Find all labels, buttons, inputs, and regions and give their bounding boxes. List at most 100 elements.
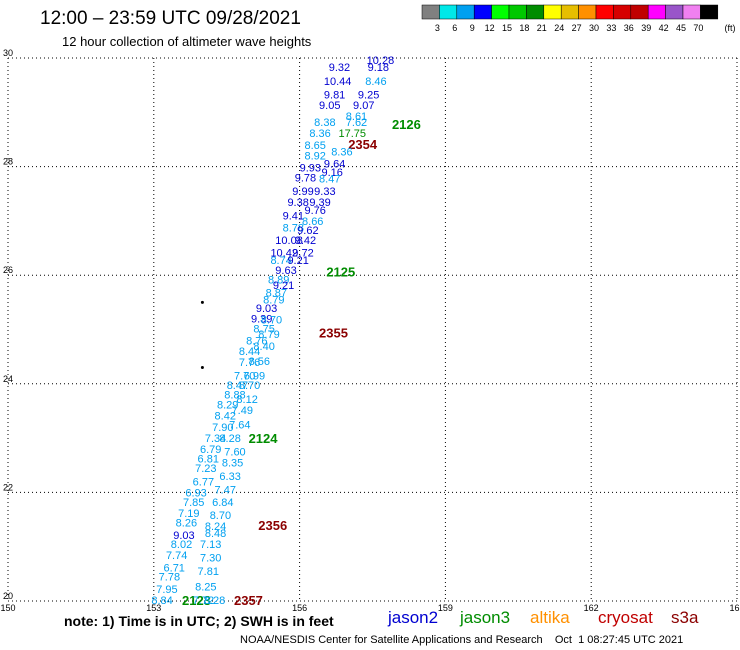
wave-height-label: 8.78 bbox=[283, 222, 304, 234]
wave-height-label: 8.36 bbox=[309, 128, 330, 140]
wave-height-label: 9.21 bbox=[273, 280, 294, 292]
wave-height-label: 9.07 bbox=[353, 100, 374, 112]
wave-height-label: 9.62 bbox=[297, 225, 318, 237]
legend-bin-label: 3 bbox=[435, 23, 440, 33]
wave-height-label: 6.33 bbox=[219, 471, 240, 483]
x-tick-label: 153 bbox=[146, 603, 161, 613]
wave-height-label: 8.47 bbox=[227, 380, 248, 392]
y-tick-label: 30 bbox=[3, 48, 13, 58]
wave-height-label: 8.70 bbox=[210, 510, 231, 522]
wave-height-label: 8.89 bbox=[268, 275, 289, 287]
wave-height-label: 8.79 bbox=[263, 295, 284, 307]
wave-height-label: 9.03 bbox=[256, 303, 277, 315]
wave-height-label: 9.16 bbox=[321, 167, 342, 179]
legend-bin-label: 42 bbox=[659, 23, 669, 33]
chart-subtitle: 12 hour collection of altimeter wave hei… bbox=[62, 34, 312, 49]
wave-height-label: 8.61 bbox=[346, 111, 367, 123]
wave-height-label: 8.44 bbox=[239, 346, 260, 358]
wave-height-label: 9.33 bbox=[314, 186, 335, 198]
footer-note: note: 1) Time is in UTC; 2) SWH is in fe… bbox=[64, 613, 334, 629]
chart-title: 12:00 – 23:59 UTC 09/28/2021 bbox=[40, 8, 301, 29]
wave-height-label: 6.99 bbox=[244, 371, 265, 383]
y-tick-label: 28 bbox=[3, 157, 13, 167]
wave-height-label: 9.76 bbox=[304, 205, 325, 217]
wave-height-label: 8.74 bbox=[270, 255, 291, 267]
legend-unit-label: (ft) bbox=[725, 23, 736, 33]
legend-swatch bbox=[613, 4, 632, 20]
wave-height-label: 8.42 bbox=[215, 410, 236, 422]
wave-height-label: 10.28 bbox=[367, 55, 395, 67]
wave-height-label: 8.56 bbox=[249, 356, 270, 368]
wave-height-label: 6.84 bbox=[212, 497, 233, 509]
wave-height-label: 8.84 bbox=[151, 595, 172, 607]
legend-swatch bbox=[700, 4, 719, 20]
wave-height-label: 8.48 bbox=[205, 528, 226, 540]
legend-bin-label: 70 bbox=[693, 23, 703, 33]
mission-cryosat: cryosat bbox=[598, 608, 653, 627]
wave-height-label: 7.85 bbox=[183, 497, 204, 509]
legend-bin-label: 24 bbox=[554, 23, 564, 33]
wave-height-label: 8.75 bbox=[253, 323, 274, 335]
wave-height-label: 6.81 bbox=[198, 454, 219, 466]
wave-height-label: 8.38 bbox=[314, 117, 335, 129]
wave-height-label: 8.28 bbox=[219, 433, 240, 445]
wave-height-label: 8.70 bbox=[261, 315, 282, 327]
wave-height-label: 10.44 bbox=[324, 76, 352, 88]
x-tick-label: 165 bbox=[729, 603, 740, 613]
wave-height-label: 9.39 bbox=[251, 314, 272, 326]
chart-grid bbox=[7, 57, 738, 602]
wave-height-label: 8.79 bbox=[258, 329, 279, 341]
wave-height-label: 6.93 bbox=[185, 487, 206, 499]
wave-height-label: 8.66 bbox=[302, 216, 323, 228]
wave-height-label: 7.13 bbox=[200, 539, 221, 551]
x-tick-label: 159 bbox=[438, 603, 453, 613]
wave-height-label: 8.92 bbox=[304, 151, 325, 163]
data-point bbox=[200, 366, 204, 370]
wave-height-label: 9.41 bbox=[283, 210, 304, 222]
wave-height-label: 9.81 bbox=[324, 89, 345, 101]
wave-height-label: 9.93 bbox=[300, 163, 321, 175]
legend-swatch bbox=[421, 4, 440, 20]
wave-height-label: 7.62 bbox=[346, 117, 367, 129]
legend-bin-label: 6 bbox=[452, 23, 457, 33]
legend-swatch bbox=[543, 4, 562, 20]
wave-height-label: 9.39 bbox=[309, 197, 330, 209]
wave-height-label: 9.64 bbox=[324, 158, 345, 170]
x-tick-label: 156 bbox=[292, 603, 307, 613]
wave-height-label: 9.63 bbox=[275, 265, 296, 277]
mission-jason3: jason3 bbox=[460, 608, 511, 627]
wave-height-label: 8.47 bbox=[319, 174, 340, 186]
wave-height-label: 9.25 bbox=[358, 89, 379, 101]
legend-swatch bbox=[491, 4, 510, 20]
wave-height-label: 8.87 bbox=[266, 288, 287, 300]
wave-height-label: 6.71 bbox=[164, 562, 185, 574]
wave-height-label: 8.35 bbox=[222, 458, 243, 470]
color-legend: 3 6 9 12 15 18 21 24 27 30 33 36 39 42 45 70 (ft) bbox=[421, 4, 736, 33]
wave-height-label: 7.90 bbox=[212, 422, 233, 434]
wave-height-label: 9.32 bbox=[329, 62, 350, 74]
x-tick-label: 150 bbox=[0, 603, 15, 613]
wave-height-label: 8.28 bbox=[204, 595, 225, 607]
chart-axes: 150 153 156 159 162 165 20 22 24 26 28 30 bbox=[0, 48, 740, 613]
legend-bin-label: 36 bbox=[624, 23, 634, 33]
pass-time-label: 2354 bbox=[348, 137, 378, 152]
y-tick-label: 26 bbox=[3, 265, 13, 275]
wave-height-label: 6.77 bbox=[193, 477, 214, 489]
wave-height-label: 7.23 bbox=[195, 463, 216, 475]
wave-height-label: 8.70 bbox=[239, 380, 260, 392]
legend-bin-label: 33 bbox=[606, 23, 616, 33]
legend-bin-label: 27 bbox=[572, 23, 582, 33]
data-point bbox=[200, 300, 204, 304]
pass-time-label: 2357 bbox=[234, 593, 263, 608]
legend-swatch bbox=[595, 4, 614, 20]
wave-height-label: 7.30 bbox=[200, 553, 221, 565]
mission-jason2: jason2 bbox=[388, 608, 439, 627]
wave-height-label: 7.74 bbox=[166, 550, 187, 562]
mission-s3a: s3a bbox=[671, 608, 699, 627]
legend-swatch bbox=[630, 4, 649, 20]
wave-height-label: 8.36 bbox=[331, 146, 352, 158]
y-tick-label: 22 bbox=[3, 482, 13, 492]
wave-height-label: 7.72 bbox=[193, 595, 214, 607]
